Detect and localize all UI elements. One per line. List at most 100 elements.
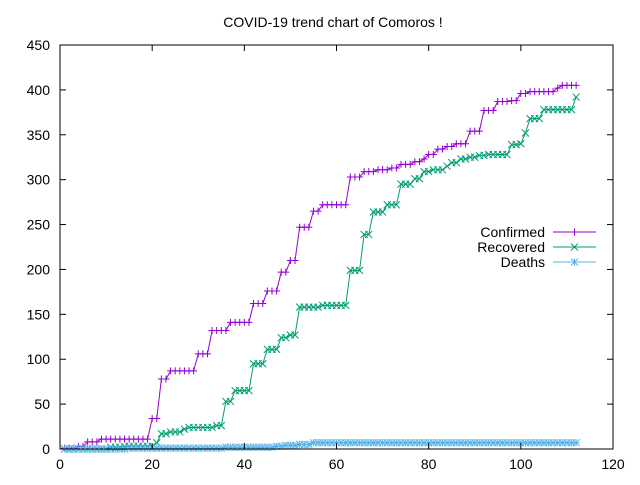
data-point (272, 345, 281, 354)
y-tick-label: 200 (27, 261, 51, 277)
series-recovered (60, 93, 580, 453)
data-point (549, 88, 557, 96)
data-point (281, 333, 290, 342)
data-point (189, 444, 198, 452)
data-point (544, 438, 553, 447)
data-point (424, 167, 433, 176)
data-point (470, 153, 479, 162)
data-point (443, 438, 451, 447)
data-point (346, 438, 355, 447)
data-point (194, 444, 203, 452)
data-point (217, 421, 226, 430)
series-confirmed (61, 81, 580, 452)
data-point (231, 443, 239, 452)
data-point (134, 444, 143, 452)
legend-marker-deaths (570, 258, 579, 266)
data-point (171, 444, 180, 452)
data-point (341, 301, 350, 310)
data-point (530, 438, 539, 447)
data-point (438, 145, 446, 153)
data-point (226, 397, 235, 406)
data-point (93, 438, 101, 446)
data-point (558, 438, 567, 447)
y-tick-label: 100 (27, 351, 51, 367)
data-point (332, 438, 341, 447)
data-point (245, 386, 253, 395)
data-point (480, 151, 488, 160)
data-point (364, 438, 373, 447)
data-point (212, 444, 221, 452)
data-point (438, 438, 447, 447)
data-point (387, 438, 396, 447)
data-point (493, 438, 502, 447)
data-point (374, 438, 382, 447)
data-point (203, 350, 211, 358)
data-point (152, 438, 161, 447)
data-point (175, 444, 184, 452)
data-point (512, 140, 521, 149)
data-point (360, 438, 369, 447)
data-point (503, 438, 511, 447)
data-point (245, 443, 253, 452)
data-point (125, 444, 133, 452)
data-point (166, 444, 175, 452)
data-point (180, 425, 189, 434)
data-point (516, 139, 525, 148)
data-point (498, 438, 507, 447)
data-point (429, 438, 438, 447)
data-point (378, 208, 387, 216)
data-point (420, 155, 428, 163)
data-point (258, 443, 267, 452)
x-tick-label: 0 (56, 456, 64, 472)
data-point (383, 166, 391, 174)
data-point (199, 444, 207, 452)
data-point (217, 444, 226, 452)
data-point (383, 438, 392, 447)
data-point (351, 438, 359, 447)
data-point (369, 438, 378, 447)
data-point (480, 438, 488, 447)
x-tick-label: 20 (144, 456, 160, 472)
data-point (461, 155, 470, 163)
data-point (567, 438, 576, 447)
data-point (535, 438, 544, 447)
data-point (512, 97, 520, 105)
data-point (512, 438, 521, 447)
x-tick-label: 40 (237, 456, 253, 472)
data-point (153, 414, 161, 422)
legend-marker-confirmed (571, 228, 578, 236)
data-point (157, 444, 166, 452)
data-point (162, 375, 170, 383)
data-point (162, 429, 170, 438)
x-tick-label: 100 (509, 456, 533, 472)
data-point (406, 180, 415, 189)
data-point (392, 164, 400, 172)
data-point (554, 84, 562, 92)
data-point (392, 438, 401, 447)
data-point (162, 444, 170, 452)
data-point (281, 441, 290, 450)
data-point (245, 318, 253, 326)
legend-marker-recovered (570, 243, 579, 251)
data-point (143, 444, 152, 452)
data-point (208, 423, 216, 432)
x-tick-label: 80 (421, 456, 437, 472)
data-point (304, 440, 313, 449)
data-point (272, 442, 281, 451)
data-point (415, 438, 424, 447)
data-point (462, 140, 470, 148)
data-point (259, 300, 267, 308)
data-point (314, 207, 322, 215)
data-point (563, 438, 571, 447)
data-point (378, 438, 387, 447)
data-point (277, 442, 286, 451)
data-point (424, 438, 433, 447)
data-point (364, 230, 373, 239)
data-point (139, 444, 147, 452)
data-point (397, 438, 405, 447)
data-point (341, 438, 350, 447)
data-point (553, 438, 562, 447)
legend-label-deaths: Deaths (501, 254, 545, 270)
